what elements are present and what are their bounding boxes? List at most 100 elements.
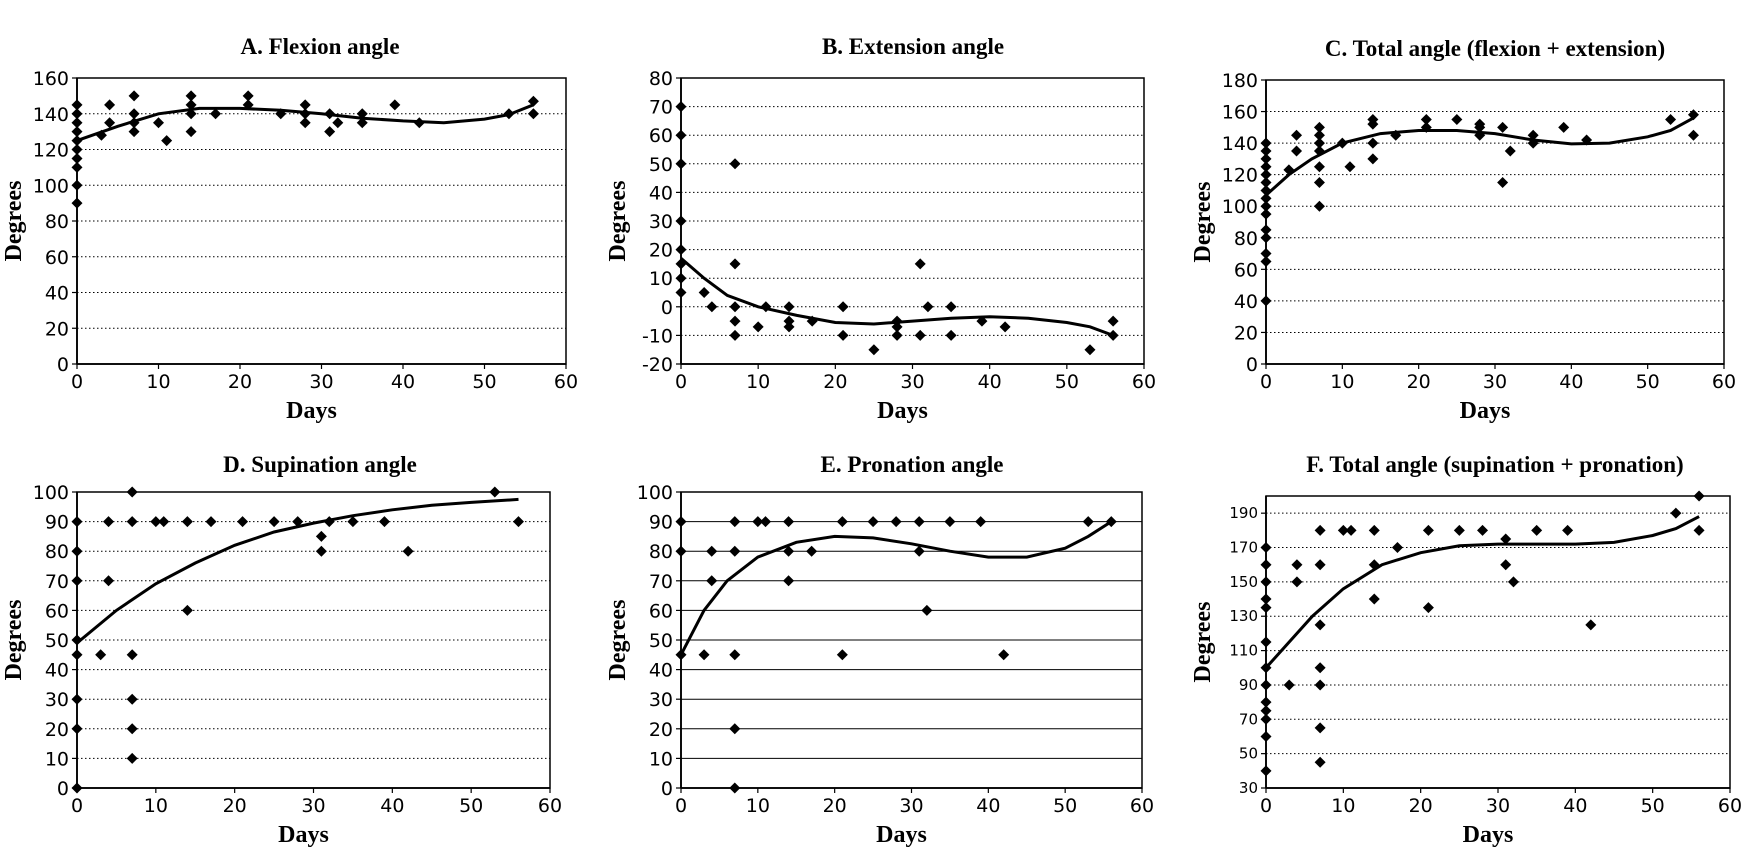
data-point — [323, 516, 335, 528]
data-point — [181, 516, 193, 528]
y-tick-label: 80 — [649, 541, 673, 563]
data-point — [891, 329, 903, 341]
data-point — [1314, 524, 1326, 536]
data-point — [1497, 177, 1509, 189]
y-tick-label: 100 — [1222, 196, 1258, 218]
x-tick-label: 30 — [1483, 371, 1507, 393]
y-tick-label: 40 — [649, 182, 673, 204]
data-point — [153, 117, 164, 129]
x-tick-label: 10 — [146, 371, 170, 393]
data-point — [71, 197, 83, 209]
data-point — [783, 575, 795, 587]
chart-title: D. Supination angle — [223, 452, 417, 477]
data-point — [1474, 129, 1486, 141]
x-tick-label: 0 — [675, 371, 687, 393]
chart-title: C. Total angle (flexion + extension) — [1325, 36, 1665, 61]
data-point — [71, 152, 83, 164]
data-point — [1693, 524, 1705, 536]
data-point — [299, 117, 311, 129]
data-point — [1527, 137, 1539, 149]
x-axis-label: Days — [286, 398, 337, 424]
y-tick-label: 20 — [649, 719, 673, 741]
data-point — [268, 516, 280, 528]
data-point — [1687, 109, 1699, 121]
y-tick-label: 30 — [649, 689, 673, 711]
data-point — [1314, 756, 1326, 768]
data-point — [921, 604, 933, 616]
data-point — [126, 693, 138, 705]
y-axis-label: Degrees — [1, 600, 27, 681]
data-point — [729, 301, 741, 313]
data-point — [1260, 679, 1272, 691]
data-point — [71, 99, 83, 111]
data-point — [71, 723, 83, 735]
data-point — [1453, 524, 1465, 536]
data-point — [1107, 315, 1119, 327]
data-point — [71, 126, 83, 138]
data-point — [1260, 255, 1272, 267]
chart-title: F. Total angle (supination + pronation) — [1306, 452, 1683, 477]
data-point — [103, 516, 115, 528]
data-point — [402, 545, 414, 557]
data-point — [922, 301, 934, 313]
y-tick-label: 20 — [1234, 322, 1258, 344]
x-tick-label: 30 — [301, 795, 325, 817]
y-tick-label: 10 — [649, 268, 673, 290]
data-point — [503, 108, 515, 120]
data-point — [675, 545, 687, 557]
y-tick-label: 0 — [661, 297, 673, 319]
x-tick-label: 0 — [1260, 795, 1272, 817]
data-point — [1260, 232, 1272, 244]
data-point — [1314, 722, 1326, 734]
data-point — [675, 101, 687, 113]
x-tick-label: 40 — [1559, 371, 1583, 393]
data-point — [1670, 507, 1682, 519]
x-tick-label: 30 — [900, 371, 924, 393]
data-point — [1260, 602, 1272, 614]
y-tick-label: 10 — [649, 748, 673, 770]
data-point — [675, 158, 687, 170]
data-point — [71, 634, 83, 646]
data-point — [1105, 516, 1117, 528]
data-point — [1283, 164, 1295, 176]
x-axis-label: Days — [1460, 398, 1511, 424]
data-point — [891, 315, 903, 327]
x-tick-label: 50 — [1641, 795, 1665, 817]
data-point — [299, 108, 311, 120]
data-point — [706, 545, 718, 557]
data-point — [868, 344, 880, 356]
trend-line — [76, 497, 519, 645]
y-tick-label: 70 — [45, 571, 69, 593]
x-tick-label: 50 — [459, 795, 483, 817]
data-point — [1082, 516, 1094, 528]
y-tick-label: 90 — [1239, 676, 1258, 694]
data-point — [1260, 542, 1272, 554]
data-point — [126, 752, 138, 764]
y-tick-label: 20 — [45, 318, 69, 340]
data-point — [185, 90, 197, 102]
y-tick-label: 160 — [1222, 102, 1258, 124]
x-tick-label: 60 — [538, 795, 562, 817]
x-tick-label: 0 — [1260, 371, 1272, 393]
data-point — [104, 99, 116, 111]
data-point — [913, 516, 925, 528]
data-point — [1260, 192, 1272, 204]
x-tick-label: 20 — [823, 795, 847, 817]
data-point — [1084, 344, 1096, 356]
data-point — [1260, 169, 1272, 181]
data-point — [158, 516, 170, 528]
y-axis-label: Degrees — [1190, 182, 1216, 263]
chart-title: B. Extension angle — [822, 34, 1004, 59]
data-point — [1314, 662, 1326, 674]
data-point — [71, 782, 83, 794]
y-tick-label: 80 — [45, 541, 69, 563]
data-point — [729, 782, 741, 794]
plot-frame — [1265, 495, 1731, 789]
y-tick-label: 60 — [45, 600, 69, 622]
data-point — [1260, 593, 1272, 605]
data-point — [1665, 113, 1677, 125]
data-point — [675, 258, 687, 270]
trend-line — [76, 103, 534, 143]
data-point — [945, 301, 957, 313]
data-point — [836, 516, 848, 528]
